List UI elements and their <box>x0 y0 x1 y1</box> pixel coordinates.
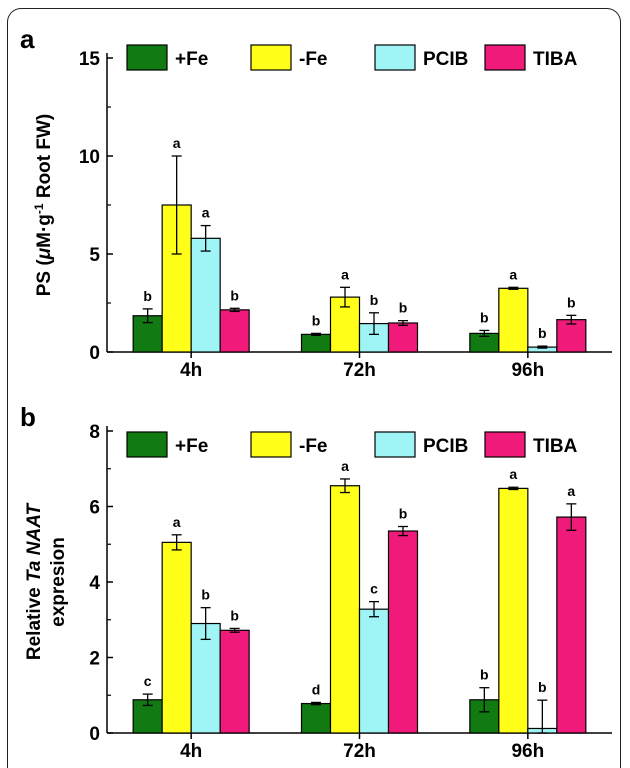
significance-letter: b <box>143 288 152 304</box>
significance-letter: a <box>173 514 181 530</box>
y-tick-label: 5 <box>89 245 100 266</box>
significance-letter: b <box>399 506 408 522</box>
y-axis-label-part: Relative <box>24 582 45 660</box>
significance-letter: b <box>480 309 489 325</box>
significance-letter: b <box>538 679 547 695</box>
significance-letter: b <box>399 300 408 316</box>
legend-label: +Fe <box>175 49 208 70</box>
x-tick-label: 96h <box>511 741 544 761</box>
figure-frame <box>7 8 621 768</box>
x-tick-label: 96h <box>511 360 544 381</box>
x-tick-label: 4h <box>180 741 202 761</box>
bar-tiba <box>556 319 587 353</box>
y-axis-label-line: expresion <box>48 537 69 627</box>
y-tick-label: 4 <box>89 573 100 594</box>
significance-letter: c <box>144 673 152 689</box>
panel-a: a 0 5 10 15 PS (μM·g-1 Root FW) 4h b a a b 72h b a b b 9… <box>20 24 612 381</box>
y-axis-label-part: M·g <box>34 214 55 248</box>
y-axis-label-part: μ <box>34 247 55 260</box>
y-tick-label: 0 <box>89 343 100 364</box>
bar-fe <box>498 487 529 734</box>
legend-swatch <box>374 44 416 71</box>
legend-swatch <box>126 44 168 71</box>
x-tick-label: 72h <box>343 360 376 381</box>
bar-tiba <box>556 516 587 734</box>
legend-label: -Fe <box>299 49 328 70</box>
bar-fe <box>329 485 361 734</box>
bar-fe <box>161 541 192 734</box>
legend-swatch <box>250 44 292 71</box>
bar-tiba <box>387 322 419 353</box>
y-axis-label: PS (μM·g-1 Root FW) <box>32 114 55 297</box>
legend-swatch <box>250 431 292 458</box>
significance-letter: d <box>312 681 321 697</box>
y-tick-label: 8 <box>89 422 100 443</box>
significance-letter: a <box>173 135 181 151</box>
significance-letter: b <box>538 325 547 341</box>
bar-tiba <box>219 309 250 353</box>
bar-pcib <box>358 608 390 734</box>
y-tick-label: 0 <box>89 724 100 745</box>
bar-fe <box>300 702 332 734</box>
y-tick-label: 6 <box>89 498 100 519</box>
y-axis-label-part: expresion <box>48 537 69 627</box>
significance-letter: b <box>480 667 489 683</box>
legend-label: PCIB <box>423 436 468 457</box>
legend-swatch <box>126 431 168 458</box>
legend-label: PCIB <box>423 49 468 70</box>
significance-letter: a <box>202 205 210 221</box>
significance-letter: b <box>567 294 576 310</box>
significance-letter: a <box>509 466 517 482</box>
y-axis-label-part: PS ( <box>34 259 55 297</box>
significance-letter: a <box>509 266 517 282</box>
significance-letter: a <box>567 483 575 499</box>
legend-label: TIBA <box>533 49 578 70</box>
y-axis-label-line: PS (μM·g-1 Root FW) <box>32 114 55 297</box>
panel-b: b 0 2 4 6 8 Relative Ta NAAT expresion 4h c a b b 72h… <box>20 402 612 761</box>
significance-letter: b <box>312 312 321 328</box>
y-axis-label-part: -1 <box>32 203 46 214</box>
y-axis-label-part: Root FW) <box>34 114 55 204</box>
significance-letter: c <box>370 581 378 597</box>
legend-label: +Fe <box>175 436 208 457</box>
legend-label: -Fe <box>299 436 328 457</box>
significance-letter: b <box>370 292 379 308</box>
x-tick-label: 4h <box>180 360 202 381</box>
panel-letter: a <box>20 24 35 54</box>
y-axis-label-part: Ta NAAT <box>24 502 45 582</box>
y-tick-label: 15 <box>79 49 101 70</box>
panel-letter: b <box>20 402 36 432</box>
significance-letter: b <box>230 287 239 303</box>
bar-fe <box>498 287 529 353</box>
x-tick-label: 72h <box>343 741 376 761</box>
legend-swatch <box>484 44 526 71</box>
legend-swatch <box>484 431 526 458</box>
bar-fe <box>300 333 332 353</box>
y-tick-label: 10 <box>79 147 100 168</box>
bar-tiba <box>219 629 250 734</box>
bar-pcib <box>190 237 221 353</box>
y-axis-label-line: Relative Ta NAAT <box>24 502 45 660</box>
significance-letter: a <box>341 458 349 474</box>
legend-swatch <box>374 431 416 458</box>
significance-letter: b <box>230 607 239 623</box>
significance-letter: a <box>341 266 349 282</box>
y-axis-label: Relative Ta NAAT expresion <box>24 502 69 660</box>
legend-label: TIBA <box>533 436 578 457</box>
y-tick-label: 2 <box>89 649 100 670</box>
bar-tiba <box>387 530 419 734</box>
significance-letter: b <box>201 587 210 603</box>
